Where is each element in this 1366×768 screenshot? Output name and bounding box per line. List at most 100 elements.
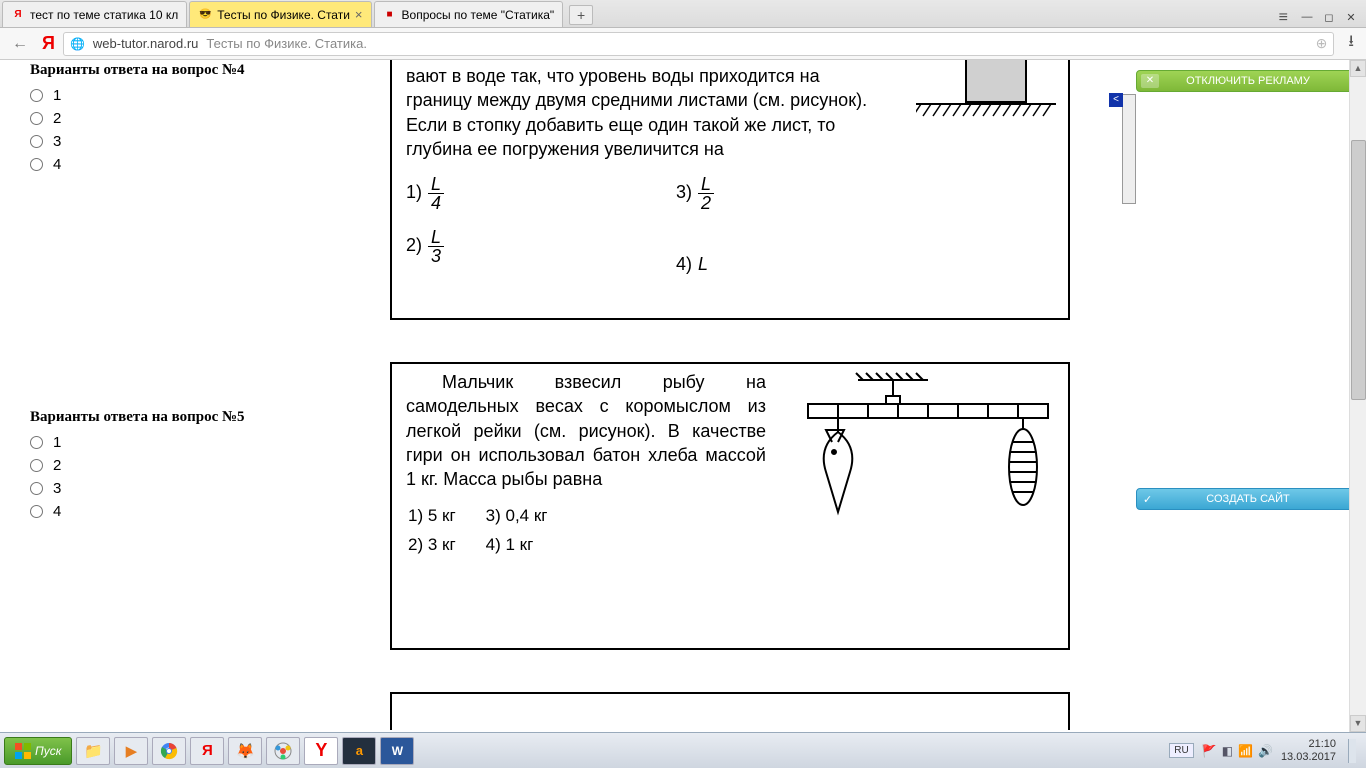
radio-input[interactable] [30, 505, 43, 518]
radio-input[interactable] [30, 459, 43, 472]
ads-column: ✕ ОТКЛЮЧИТЬ РЕКЛАМУ < ✓ СОЗДАТЬ САЙТ [1070, 60, 1366, 730]
taskbar-firefox-icon[interactable]: 🦊 [228, 737, 262, 765]
option-label: 1 [53, 434, 61, 451]
windows-icon [15, 743, 31, 759]
tray-app-icon[interactable]: ◧ [1222, 744, 1233, 758]
tab-favicon: Я [11, 8, 25, 22]
problem-options: 1) 5 кг3) 0,4 кг 2) 3 кг4) 1 кг [406, 501, 578, 561]
disable-ads-button[interactable]: ✕ ОТКЛЮЧИТЬ РЕКЛАМУ [1136, 70, 1360, 92]
maximize-button[interactable]: ◻ [1320, 10, 1338, 26]
tray-volume-icon[interactable]: 🔊 [1258, 744, 1273, 758]
problems-column: вают в воде так, что уровень воды приход… [390, 60, 1070, 730]
taskbar-word-icon[interactable]: W [380, 737, 414, 765]
back-button[interactable]: ← [6, 32, 34, 56]
check-icon: ✓ [1143, 493, 1152, 506]
create-site-button[interactable]: ✓ СОЗДАТЬ САЙТ [1136, 488, 1360, 510]
language-indicator[interactable]: RU [1169, 743, 1193, 758]
option-label: 1 [53, 87, 61, 104]
answer-option[interactable]: 4 [30, 156, 370, 173]
scroll-down-button[interactable]: ▼ [1350, 715, 1366, 732]
problem-text: Мальчик взвесил рыбу на самодельных веса… [406, 370, 766, 491]
option: 3) 0,4 кг [486, 503, 576, 530]
taskbar-app-icon[interactable] [266, 737, 300, 765]
date: 13.03.2017 [1281, 751, 1336, 763]
answer-option[interactable]: 4 [30, 503, 370, 520]
tab-1[interactable]: Я тест по теме статика 10 кл [2, 1, 187, 27]
show-desktop-icon[interactable] [1348, 739, 1356, 763]
close-button[interactable]: ✕ [1342, 10, 1360, 26]
bookmark-icon[interactable]: ⊕ [1316, 35, 1328, 52]
taskbar-chrome-icon[interactable] [152, 737, 186, 765]
tray-flag-icon[interactable]: 🚩 [1202, 744, 1217, 758]
tab-2[interactable]: 😎 Тесты по Физике. Стати × [189, 1, 371, 27]
close-icon[interactable]: ✕ [1141, 74, 1159, 88]
menu-icon[interactable]: ≡ [1279, 9, 1288, 27]
answer-option[interactable]: 3 [30, 480, 370, 497]
radio-input[interactable] [30, 158, 43, 171]
radio-input[interactable] [30, 112, 43, 125]
new-tab-button[interactable]: + [569, 5, 593, 25]
problem-4-box: вают в воде так, что уровень воды приход… [390, 60, 1070, 320]
tab-title: Тесты по Физике. Стати [217, 8, 350, 22]
minimize-button[interactable]: — [1298, 10, 1316, 26]
radio-input[interactable] [30, 89, 43, 102]
taskbar: Пуск 📁 ▶ Я 🦊 Y a W RU 🚩 ◧ 📶 🔊 21:10 13.0… [0, 732, 1366, 768]
option: 4) 1 кг [486, 532, 576, 559]
option-1: 1)L4 [406, 175, 676, 212]
question-title: Варианты ответа на вопрос №4 [30, 62, 370, 79]
answer-option[interactable]: 3 [30, 133, 370, 150]
close-icon[interactable]: × [355, 7, 363, 22]
problem-text: вают в воде так, что уровень воды приход… [406, 64, 886, 161]
scroll-up-button[interactable]: ▲ [1350, 60, 1366, 77]
downloads-icon[interactable]: ⭳ [1342, 30, 1360, 57]
answer-option[interactable]: 2 [30, 457, 370, 474]
start-button[interactable]: Пуск [4, 737, 72, 765]
taskbar-amazon-icon[interactable]: a [342, 737, 376, 765]
option-label: 4 [53, 156, 61, 173]
option: 2) 3 кг [408, 532, 484, 559]
tab-title: тест по теме статика 10 кл [30, 8, 178, 22]
yandex-logo[interactable]: Я [42, 33, 55, 54]
ad-label: ОТКЛЮЧИТЬ РЕКЛАМУ [1186, 75, 1310, 87]
radio-input[interactable] [30, 436, 43, 449]
option-label: 3 [53, 133, 61, 150]
ad-widget[interactable]: < [1122, 94, 1136, 204]
taskbar-yandex-browser-icon[interactable]: Y [304, 737, 338, 765]
page-content: Варианты ответа на вопрос №4 1 2 3 4 Вар… [0, 60, 1366, 730]
problem-5-box: Мальчик взвесил рыбу на самодельных веса… [390, 362, 1070, 650]
problem-4-diagram [916, 60, 1056, 128]
option-2: 2)L3 [406, 228, 676, 265]
tab-favicon: ■ [383, 8, 397, 22]
problem-options: 1)L4 2)L3 3)L2 4)L [406, 175, 1054, 276]
url-box[interactable]: 🌐 web-tutor.narod.ru Тесты по Физике. Ст… [63, 32, 1334, 56]
option-3: 3)L2 [676, 175, 714, 212]
arrow-icon[interactable]: < [1109, 93, 1123, 107]
option-label: 4 [53, 503, 61, 520]
url-page-title: Тесты по Физике. Статика. [206, 36, 367, 51]
question-4-answers: Варианты ответа на вопрос №4 1 2 3 4 [30, 62, 370, 173]
taskbar-media-icon[interactable]: ▶ [114, 737, 148, 765]
radio-input[interactable] [30, 135, 43, 148]
option-label: 3 [53, 480, 61, 497]
scroll-thumb[interactable] [1351, 140, 1366, 400]
tab-favicon: 😎 [198, 8, 212, 22]
question-title: Варианты ответа на вопрос №5 [30, 409, 370, 426]
taskbar-yandex-search-icon[interactable]: Я [190, 737, 224, 765]
browser-tabbar: Я тест по теме статика 10 кл 😎 Тесты по … [0, 0, 1366, 28]
clock[interactable]: 21:10 13.03.2017 [1281, 738, 1336, 762]
option-label: 2 [53, 457, 61, 474]
tray-icons[interactable]: 🚩 ◧ 📶 🔊 [1202, 744, 1273, 758]
answer-option[interactable]: 2 [30, 110, 370, 127]
globe-icon: 🌐 [70, 37, 85, 51]
option-label: 2 [53, 110, 61, 127]
ad-label: СОЗДАТЬ САЙТ [1206, 493, 1290, 505]
option: 1) 5 кг [408, 503, 484, 530]
radio-input[interactable] [30, 482, 43, 495]
answer-option[interactable]: 1 [30, 87, 370, 104]
browser-navbar: ← Я 🌐 web-tutor.narod.ru Тесты по Физике… [0, 28, 1366, 60]
taskbar-explorer-icon[interactable]: 📁 [76, 737, 110, 765]
answer-option[interactable]: 1 [30, 434, 370, 451]
tray-network-icon[interactable]: 📶 [1238, 744, 1253, 758]
vertical-scrollbar[interactable]: ▲ ▼ [1349, 60, 1366, 732]
tab-3[interactable]: ■ Вопросы по теме "Статика" [374, 1, 564, 27]
